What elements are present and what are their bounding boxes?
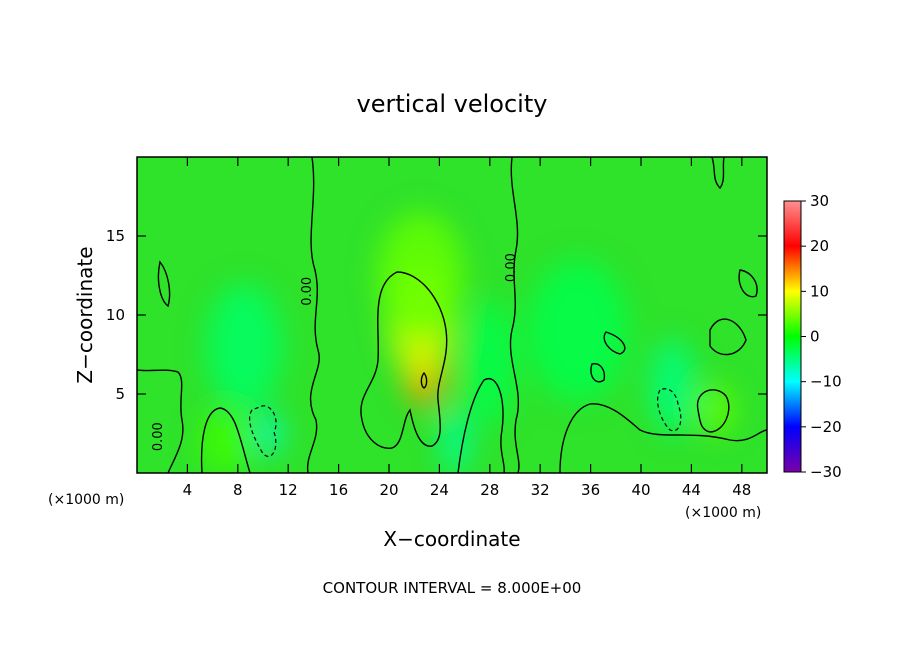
colorbar-tick-label: −10 (810, 373, 842, 391)
colorbar (783, 200, 802, 473)
colorbar-tick-label: −30 (810, 463, 842, 481)
x-tick-label: 8 (233, 481, 243, 499)
y-axis-label: Z−coordinate (73, 246, 97, 383)
contour-negative-line (657, 388, 682, 432)
contour-inner-line (420, 371, 428, 389)
contour-zero-line (738, 269, 758, 298)
x-tick-label: 16 (329, 481, 348, 499)
chart-title: vertical velocity (357, 90, 548, 118)
downdraft-region (256, 411, 282, 456)
contour-zero-line (711, 157, 725, 190)
downdraft-region (649, 338, 696, 434)
contour-zero-line (709, 318, 747, 356)
colorbar-ticks: 30 20 10 0 −10 −20 −30 (801, 192, 842, 481)
colorbar-tick-label: 30 (810, 192, 829, 210)
x-tick-label: 44 (682, 481, 701, 499)
updraft-region (698, 384, 735, 436)
downdraft-region (464, 299, 515, 426)
x-tick-label: 28 (480, 481, 499, 499)
contour-negative-line (249, 405, 277, 458)
contour-label: 0.00 (151, 422, 166, 451)
x-tick-label: 48 (732, 481, 751, 499)
downdraft-region (206, 283, 282, 410)
contour-zero-line (200, 407, 251, 473)
contour-interval-note: CONTOUR INTERVAL = 8.000E+00 (323, 579, 582, 597)
y-tick-label: 5 (115, 385, 125, 403)
x-tick-label: 36 (581, 481, 600, 499)
contour-label: 0.00 (504, 253, 519, 282)
y-tick-label: 15 (106, 227, 125, 245)
x-axis-label: X−coordinate (383, 527, 520, 551)
heatmap-field: 0.00 0.00 0.00 (137, 157, 767, 473)
contour-zero-line (360, 271, 448, 449)
x-axis-ticks: 4 8 12 16 20 24 28 32 36 40 44 48 (183, 157, 751, 499)
x-tick-label: 24 (430, 481, 449, 499)
colorbar-tick-label: 0 (810, 328, 820, 346)
contour-zero-line (559, 403, 767, 473)
updraft-region (376, 212, 465, 339)
y-axis-ticks: 5 10 15 (106, 227, 767, 403)
contour-lines (137, 157, 767, 473)
contour-negative-lines (249, 388, 682, 458)
downdraft-region (440, 406, 471, 473)
x-unit-left: (×1000 m) (48, 492, 124, 508)
contour-zero-line (157, 260, 171, 308)
downdraft-region (527, 259, 629, 402)
x-tick-label: 40 (631, 481, 650, 499)
colorbar-tick-label: 10 (810, 282, 829, 300)
colorbar-tick-label: −20 (810, 418, 842, 436)
colorbar-tick-label: 20 (810, 237, 829, 255)
contour-zero-line (590, 363, 606, 383)
y-tick-label: 10 (106, 306, 125, 324)
contour-zero-line (696, 389, 730, 433)
contour-zero-line (457, 377, 506, 473)
x-unit-right: (×1000 m) (685, 505, 761, 521)
contour-zero-line (603, 331, 626, 355)
contour-zero-line (306, 157, 320, 473)
x-tick-label: 32 (531, 481, 550, 499)
x-tick-label: 12 (279, 481, 298, 499)
updraft-region (200, 409, 251, 473)
contour-zero-line (137, 369, 184, 473)
contour-labels: 0.00 0.00 0.00 (151, 253, 519, 451)
contour-label: 0.00 (300, 277, 315, 306)
heatmap-features (200, 212, 735, 473)
contour-zero-line (509, 157, 520, 473)
x-tick-label: 4 (183, 481, 193, 499)
x-tick-label: 20 (379, 481, 398, 499)
